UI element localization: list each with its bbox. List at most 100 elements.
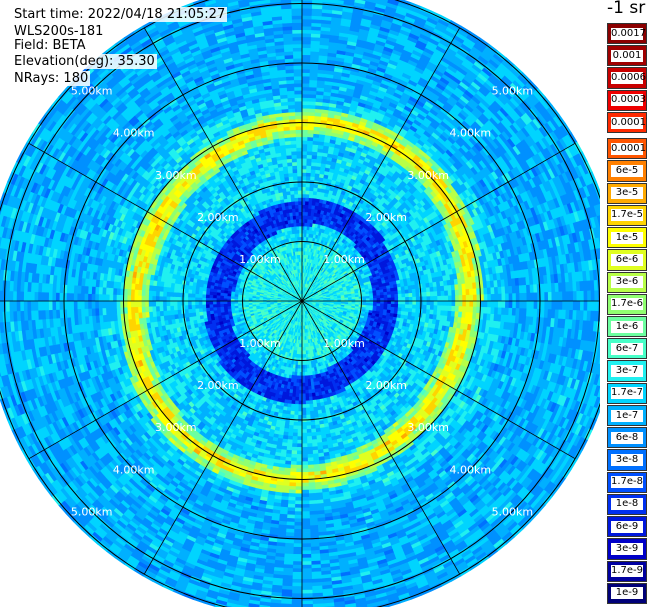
beta-cell [306, 165, 312, 170]
beta-cell [454, 289, 460, 296]
beta-cell [451, 295, 456, 302]
beta-cell [301, 136, 309, 141]
beta-cell [469, 288, 474, 296]
beta-cell [397, 304, 403, 309]
beta-cell [401, 304, 406, 309]
beta-cell [540, 292, 546, 302]
beta-cell [394, 297, 399, 302]
beta-cell [383, 300, 388, 305]
beta-cell [301, 50, 312, 56]
beta-cell [419, 296, 424, 302]
beta-cell [301, 15, 313, 20]
beta-cell [301, 25, 312, 31]
beta-cell [301, 197, 306, 202]
beta-cell [465, 294, 471, 302]
beta-cell [397, 293, 403, 298]
beta-cell [301, 68, 311, 73]
beta-cell [412, 300, 417, 306]
beta-cell [594, 300, 599, 312]
beta-cell [301, 40, 312, 45]
beta-cell [301, 0, 313, 2]
beta-cell [501, 293, 506, 302]
beta-cell [569, 300, 574, 311]
beta-cell [301, 43, 312, 48]
beta-cell [401, 297, 406, 302]
beta-cell [437, 300, 442, 307]
beta-cell [360, 0, 367, 2]
beta-cell [301, 97, 310, 102]
beta-cell [433, 291, 438, 297]
beta-cell [306, 154, 313, 159]
beta-cell [397, 290, 403, 295]
beta-cell [304, 204, 310, 209]
beta-cell [301, 54, 311, 59]
beta-cell [301, 100, 310, 106]
beta-cell [401, 289, 406, 295]
beta-cell [393, 290, 399, 295]
beta-cell [490, 300, 496, 309]
beta-cell [458, 295, 463, 302]
beta-cell [426, 291, 431, 297]
beta-cell [422, 304, 428, 311]
beta-cell [412, 292, 417, 298]
beta-cell [572, 300, 578, 311]
beta-cell [472, 294, 478, 302]
beta-cell [301, 29, 312, 34]
beta-cell [301, 182, 307, 188]
beta-cell [447, 305, 453, 312]
beta-cell [301, 157, 308, 163]
beta-cell [461, 289, 467, 296]
beta-cell [301, 125, 309, 131]
beta-cell [306, 157, 313, 163]
beta-cell [469, 306, 474, 314]
beta-cell [301, 165, 308, 170]
beta-cell [387, 294, 392, 299]
beta-cell [462, 294, 467, 302]
beta-cell [526, 292, 531, 302]
beta-cell [551, 291, 556, 302]
beta-cell [301, 204, 306, 209]
beta-cell [306, 150, 313, 156]
beta-cell [458, 300, 463, 307]
beta-cell [472, 288, 478, 296]
beta-cell [512, 293, 517, 302]
beta-cell [306, 147, 314, 152]
beta-cell [508, 293, 513, 302]
beta-cell [401, 293, 406, 298]
beta-cell [380, 297, 385, 302]
beta-cell [590, 290, 596, 302]
beta-cell [301, 150, 308, 156]
beta-cell [306, 172, 312, 177]
beta-cell [301, 147, 308, 152]
beta-cell [301, 11, 313, 16]
beta-cell [377, 0, 389, 3]
beta-cell [558, 291, 563, 302]
beta-cell [555, 291, 560, 302]
beta-cell [565, 300, 571, 311]
beta-cell [423, 300, 428, 306]
beta-cell [307, 143, 314, 149]
beta-cell [444, 305, 449, 312]
beta-cell [387, 297, 392, 302]
beta-cell [301, 218, 306, 223]
beta-cell [301, 32, 312, 38]
beta-cell [455, 300, 460, 307]
beta-cell [405, 300, 410, 306]
beta-cell [547, 291, 553, 302]
beta-cell [408, 292, 413, 298]
beta-cell [494, 293, 499, 302]
beta-cell [465, 306, 471, 314]
beta-cell [540, 300, 546, 310]
beta-cell [587, 300, 592, 312]
beta-cell [301, 175, 307, 180]
beta-cell [301, 61, 311, 66]
beta-cell [301, 222, 306, 227]
beta-cell [551, 300, 556, 311]
beta-cell [301, 79, 311, 84]
beta-cell [465, 288, 471, 296]
beta-cell [301, 172, 307, 177]
beta-cell [301, 93, 310, 98]
beta-cell [301, 0, 313, 6]
beta-cell [380, 294, 385, 299]
beta-cell [337, 0, 345, 1]
